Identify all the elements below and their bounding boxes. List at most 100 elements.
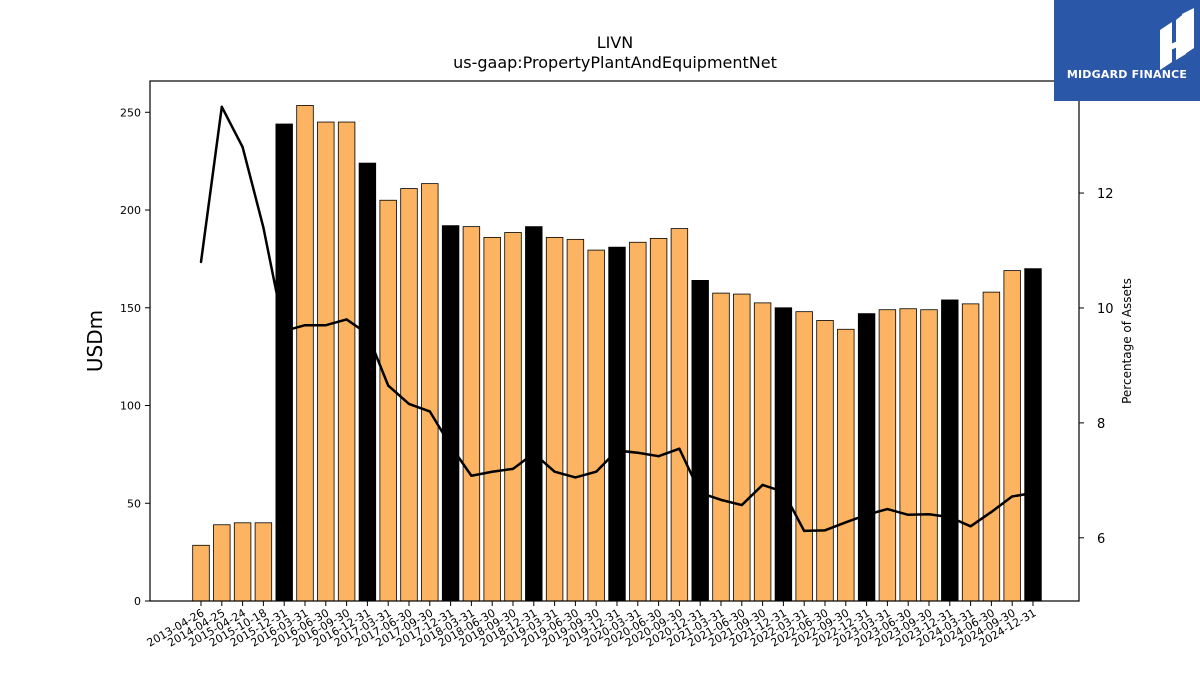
bar-2021-06-30 xyxy=(733,293,751,602)
bar-2021-03-31 xyxy=(712,292,730,602)
line-point-2022-12-31 xyxy=(865,513,868,517)
line-point-2020-06-30 xyxy=(657,455,660,458)
brand-logo: MIDGARD FINANCE xyxy=(1054,0,1200,101)
y-tick-label: 200 xyxy=(120,204,141,217)
line-point-2016-03-31 xyxy=(303,324,307,327)
bar-2020-12-31 xyxy=(691,279,709,602)
x-axis-ticks: 2013-04-262014-04-252015-04-242015-10-18… xyxy=(145,601,1039,650)
y-axis-ticks: 0 50 100 150 200 250 xyxy=(120,106,150,608)
bar-2016-03-31 xyxy=(296,105,314,602)
bar-2013-04-26 xyxy=(192,544,210,602)
line-point-2024-03-31 xyxy=(969,525,972,528)
line-point-2020-03-31 xyxy=(636,451,639,454)
line-point-2015-04-24 xyxy=(241,145,244,149)
y-tick-label: 0 xyxy=(134,595,141,608)
line-point-2022-06-30 xyxy=(823,529,827,532)
bar-2018-03-31 xyxy=(462,226,481,602)
bar-2020-06-30 xyxy=(649,237,668,602)
bar-2022-03-31 xyxy=(795,311,813,602)
bar-2023-12-31 xyxy=(941,299,959,602)
line-point-2019-06-30 xyxy=(574,476,577,479)
line-point-2019-03-31 xyxy=(553,470,556,473)
bar-2016-09-30 xyxy=(337,121,356,602)
bar-2019-06-30 xyxy=(566,238,585,602)
bar-2024-09-30 xyxy=(1003,270,1021,602)
bar-2017-12-31 xyxy=(441,225,460,602)
line-point-2014-04-25 xyxy=(220,105,223,109)
bar-2015-10-18 xyxy=(254,522,273,602)
line-point-2024-12-31 xyxy=(1031,491,1035,495)
bar-2018-09-30 xyxy=(504,232,522,602)
line-point-2024-09-30 xyxy=(1011,495,1014,498)
line-point-2015-12-31 xyxy=(283,329,286,333)
midgard-logo-icon xyxy=(1160,8,1194,70)
line-point-2016-09-30 xyxy=(345,318,348,321)
bar-2022-12-31 xyxy=(857,313,876,602)
bar-2023-03-31 xyxy=(878,309,897,602)
line-point-2023-12-31 xyxy=(948,515,951,519)
line-point-2020-09-30 xyxy=(678,447,681,450)
bar-2014-04-25 xyxy=(213,524,231,602)
bar-2019-03-31 xyxy=(545,236,564,602)
y-tick-label: 50 xyxy=(127,497,141,510)
line-point-2020-12-31 xyxy=(699,491,702,495)
bar-2017-09-30 xyxy=(421,183,439,602)
bar-2019-09-30 xyxy=(587,249,605,602)
line-point-2021-12-31 xyxy=(782,490,785,494)
line-point-2013-04-26 xyxy=(199,260,203,264)
bar-2017-06-30 xyxy=(400,188,418,602)
line-point-2021-06-30 xyxy=(740,503,743,507)
bar-2021-09-30 xyxy=(753,302,772,602)
bar-2016-12-31 xyxy=(358,162,377,602)
line-point-2017-09-30 xyxy=(428,410,431,413)
bar-series xyxy=(192,105,1042,602)
line-point-2016-12-31 xyxy=(366,332,369,336)
bar-2024-12-31 xyxy=(1024,268,1042,602)
line-point-2024-06-30 xyxy=(990,510,993,514)
line-point-2015-10-18 xyxy=(262,226,265,229)
line-point-2021-03-31 xyxy=(719,498,723,502)
line-point-2018-06-30 xyxy=(491,470,494,473)
chart-subtitle: us-gaap:PropertyPlantAndEquipmentNet xyxy=(453,53,777,72)
line-point-2022-03-31 xyxy=(803,529,806,533)
line-point-2019-09-30 xyxy=(595,470,598,473)
bar-2016-06-30 xyxy=(317,121,335,602)
y2-tick-label: 12 xyxy=(1097,187,1114,202)
bar-2020-03-31 xyxy=(629,241,647,602)
line-point-2017-12-31 xyxy=(449,444,452,448)
bar-2017-03-31 xyxy=(379,199,397,602)
y2-axis-ticks: 6 8 10 12 xyxy=(1079,187,1114,547)
line-point-2019-12-31 xyxy=(615,449,619,452)
line-point-2018-03-31 xyxy=(470,474,473,477)
bar-2021-12-31 xyxy=(774,307,793,602)
line-point-2023-03-31 xyxy=(886,507,889,511)
line-point-2022-09-30 xyxy=(844,521,847,524)
bar-2018-06-30 xyxy=(483,236,501,602)
y-tick-label: 100 xyxy=(120,400,141,413)
bar-2018-12-31 xyxy=(525,226,543,602)
brand-name: MIDGARD FINANCE xyxy=(1066,68,1188,81)
chart-title: LIVN xyxy=(597,33,634,52)
line-point-2018-09-30 xyxy=(511,467,515,471)
line-point-2021-09-30 xyxy=(761,483,764,487)
line-point-2017-03-31 xyxy=(387,384,390,387)
bar-2024-06-30 xyxy=(982,291,1001,602)
bar-2020-09-30 xyxy=(670,228,689,602)
bar-2015-04-24 xyxy=(233,522,252,602)
line-point-2023-09-30 xyxy=(927,513,931,516)
bar-2019-12-31 xyxy=(608,246,626,602)
line-point-2018-12-31 xyxy=(532,452,535,455)
bar-2024-03-31 xyxy=(961,303,980,602)
bar-2023-09-30 xyxy=(920,309,938,602)
plot-frame xyxy=(149,80,1080,602)
y-tick-label: 150 xyxy=(120,302,141,315)
y-axis-label: USDm xyxy=(83,310,107,372)
y2-tick-label: 8 xyxy=(1097,417,1105,432)
bar-2023-06-30 xyxy=(899,308,917,602)
line-series xyxy=(199,105,1035,533)
y2-axis-label: Percentage of Assets xyxy=(1120,278,1134,404)
line-point-2017-06-30 xyxy=(407,402,411,406)
line-point-2016-06-30 xyxy=(324,324,327,327)
y2-tick-label: 10 xyxy=(1097,302,1114,317)
